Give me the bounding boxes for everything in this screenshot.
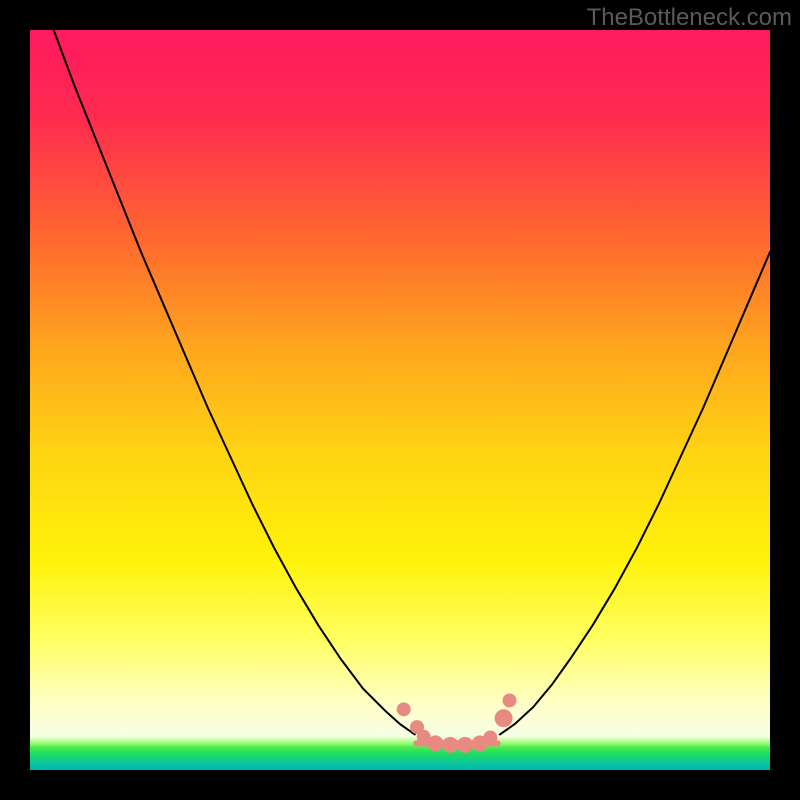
chart-root: TheBottleneck.com [0, 0, 800, 800]
gradient-background [30, 30, 770, 737]
green-band-line [30, 769, 770, 770]
watermark-text: TheBottleneck.com [587, 4, 792, 32]
green-band [30, 737, 770, 770]
